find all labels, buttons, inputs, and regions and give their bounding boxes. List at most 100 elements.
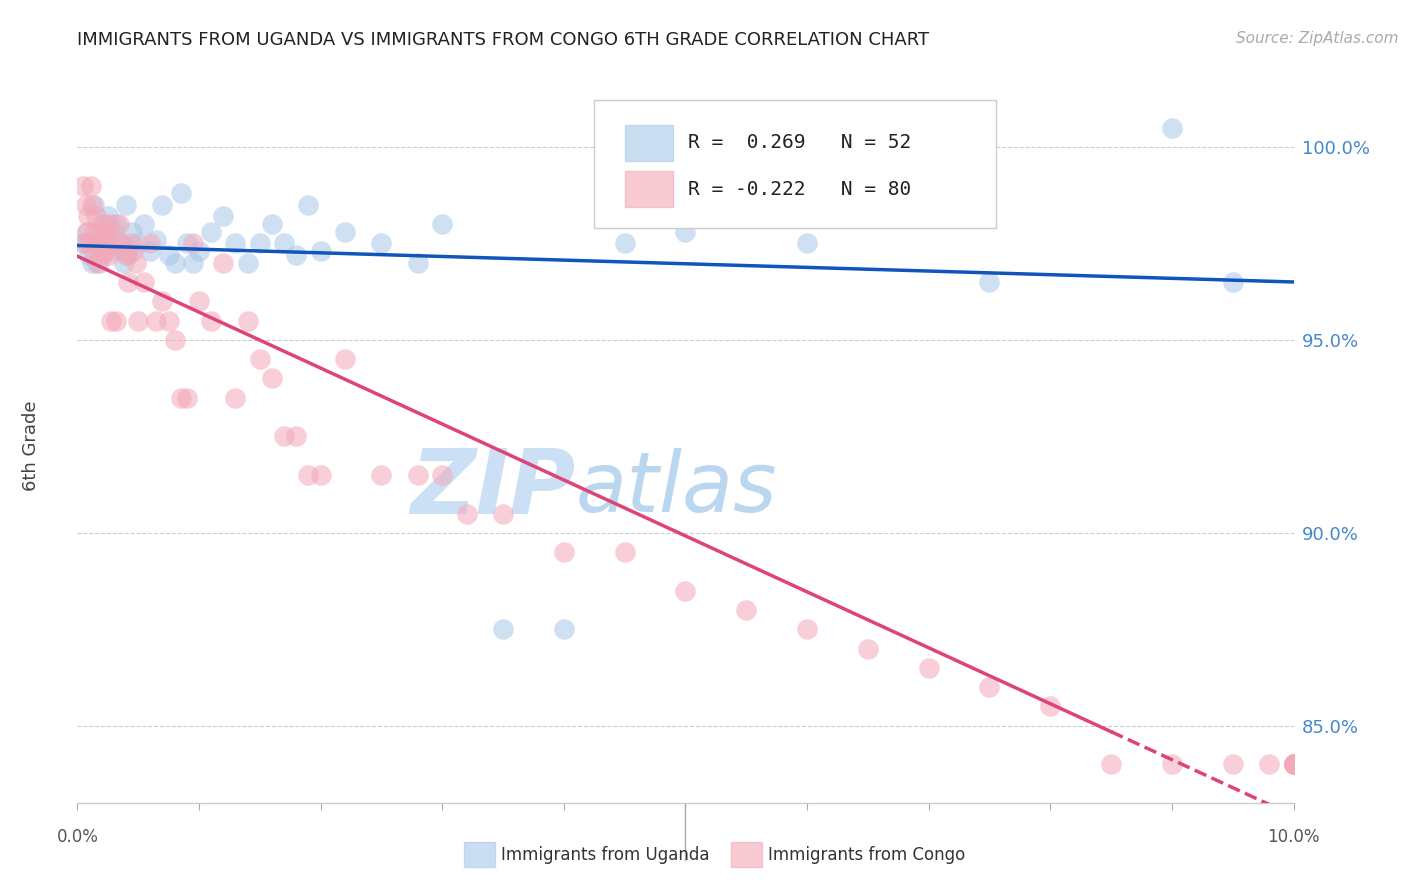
Point [122, 244, 145, 259]
Point [1282, 757, 1305, 772]
Point [120, 236, 142, 251]
Point [145, 313, 167, 327]
Point [918, 661, 941, 675]
Point [918, 170, 941, 185]
Point [98, 217, 121, 231]
FancyBboxPatch shape [624, 125, 673, 161]
Point [1161, 757, 1184, 772]
Point [103, 236, 125, 251]
Text: 6th Grade: 6th Grade [22, 401, 41, 491]
Point [83, 198, 105, 212]
Point [297, 198, 319, 212]
Point [285, 429, 308, 443]
Point [152, 294, 174, 309]
Point [170, 391, 193, 405]
Point [224, 236, 246, 251]
Point [91, 236, 114, 251]
Point [249, 352, 271, 367]
Point [163, 333, 186, 347]
Text: Immigrants from Uganda: Immigrants from Uganda [501, 846, 709, 863]
Point [105, 217, 128, 231]
Point [1099, 757, 1122, 772]
Point [163, 256, 186, 270]
Point [333, 225, 356, 239]
Point [249, 236, 271, 251]
Point [432, 467, 454, 482]
Point [82, 244, 104, 259]
Text: 10.0%: 10.0% [1267, 828, 1320, 846]
Point [94, 244, 117, 259]
Point [117, 275, 139, 289]
Point [100, 244, 122, 259]
Point [1282, 757, 1305, 772]
Point [97, 248, 120, 262]
FancyBboxPatch shape [595, 100, 995, 228]
Point [134, 217, 156, 231]
Point [181, 236, 204, 251]
Point [456, 507, 478, 521]
Point [236, 256, 259, 270]
Point [1282, 757, 1305, 772]
Point [176, 236, 198, 251]
Point [112, 256, 135, 270]
Point [105, 313, 128, 327]
Point [979, 680, 1001, 694]
Point [260, 217, 283, 231]
Point [260, 371, 283, 385]
Point [1282, 757, 1305, 772]
Text: IMMIGRANTS FROM UGANDA VS IMMIGRANTS FROM CONGO 6TH GRADE CORRELATION CHART: IMMIGRANTS FROM UGANDA VS IMMIGRANTS FRO… [77, 31, 929, 49]
Point [212, 210, 235, 224]
Point [553, 622, 575, 636]
Point [96, 225, 118, 239]
Point [170, 186, 193, 201]
Point [1161, 120, 1184, 135]
Point [127, 236, 149, 251]
Point [145, 233, 167, 247]
Point [796, 236, 818, 251]
Point [675, 225, 697, 239]
Point [152, 198, 174, 212]
Point [212, 256, 235, 270]
Point [492, 622, 515, 636]
Point [200, 313, 222, 327]
Point [79, 248, 101, 262]
Point [856, 641, 879, 656]
Point [83, 225, 105, 239]
Point [1282, 757, 1305, 772]
Point [432, 217, 454, 231]
Point [309, 467, 332, 482]
Point [406, 467, 429, 482]
Point [90, 248, 112, 262]
Text: 0.0%: 0.0% [56, 828, 98, 846]
Point [77, 210, 100, 224]
Point [297, 467, 319, 482]
Point [84, 210, 107, 224]
Point [370, 467, 392, 482]
Point [675, 583, 697, 598]
Text: Source: ZipAtlas.com: Source: ZipAtlas.com [1236, 31, 1399, 46]
Point [100, 313, 122, 327]
Point [112, 244, 135, 259]
Point [107, 217, 129, 231]
Point [76, 225, 98, 239]
Point [87, 236, 110, 251]
Point [73, 236, 96, 251]
Point [97, 236, 120, 251]
Point [127, 313, 149, 327]
Point [110, 236, 132, 251]
Point [80, 198, 103, 212]
Point [613, 236, 636, 251]
Point [139, 244, 162, 259]
Point [796, 622, 818, 636]
Text: Immigrants from Congo: Immigrants from Congo [768, 846, 965, 863]
Point [224, 391, 246, 405]
Point [139, 236, 162, 251]
Point [115, 248, 138, 262]
Point [1222, 757, 1244, 772]
Point [613, 545, 636, 559]
Point [979, 275, 1001, 289]
Point [80, 256, 103, 270]
Text: ZIP: ZIP [411, 445, 576, 533]
Point [76, 225, 98, 239]
Point [1282, 757, 1305, 772]
